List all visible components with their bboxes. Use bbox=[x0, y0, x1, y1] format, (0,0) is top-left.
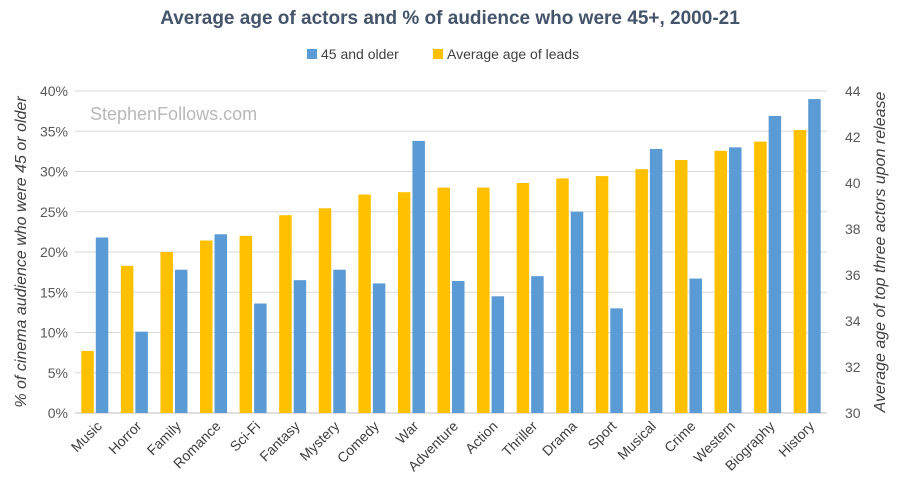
bar-45-and-older-crime bbox=[689, 278, 702, 413]
category-label-horror: Horror bbox=[105, 418, 145, 458]
category-label-drama: Drama bbox=[539, 418, 580, 459]
left-axis-tick-label: 15% bbox=[40, 284, 68, 300]
left-axis-tick-label: 30% bbox=[40, 164, 68, 180]
right-axis-tick-label: 34 bbox=[845, 313, 861, 329]
bar-average-age-drama bbox=[556, 178, 569, 413]
category-label-war: War bbox=[392, 418, 421, 447]
left-axis-tick-label: 25% bbox=[40, 204, 68, 220]
legend-swatch-average-age-of-leads bbox=[433, 49, 443, 59]
bar-45-and-older-mystery bbox=[333, 269, 346, 413]
bar-average-age-thriller bbox=[516, 183, 530, 413]
right-axis-ticks: 30 32 34 36 38 40 42 44 bbox=[845, 83, 861, 421]
legend-label-45-and-older: 45 and older bbox=[321, 46, 399, 62]
left-axis-tick-label: 35% bbox=[40, 123, 68, 139]
bar-45-and-older-sport bbox=[610, 308, 623, 413]
bar-45-and-older-romance bbox=[214, 234, 228, 413]
bar-average-age-western bbox=[714, 150, 728, 414]
category-label-comedy: Comedy bbox=[334, 418, 382, 466]
bar-average-age-adventure bbox=[437, 187, 450, 413]
bar-45-and-older-musical bbox=[649, 148, 663, 413]
bar-average-age-mystery bbox=[318, 208, 332, 413]
left-axis-tick-label: 40% bbox=[40, 83, 68, 99]
bar-average-age-family bbox=[160, 252, 173, 413]
category-label-sci-fi: Sci-Fi bbox=[227, 418, 264, 455]
right-axis-title: Average age of top three actors upon rel… bbox=[872, 91, 889, 413]
gridlines bbox=[75, 90, 827, 414]
category-label-fantasy: Fantasy bbox=[256, 418, 303, 465]
bar-45-and-older-western bbox=[729, 147, 742, 413]
left-axis-ticks: 0% 5% 10% 15% 20% 25% 30% 35% 40% bbox=[40, 83, 68, 421]
bar-average-age-fantasy bbox=[279, 215, 292, 413]
bar-average-age-war bbox=[397, 192, 411, 413]
bar-45-and-older-war bbox=[412, 140, 425, 413]
watermark: StephenFollows.com bbox=[90, 104, 257, 124]
legend-swatch-45-and-older bbox=[307, 49, 317, 59]
chart-title: Average age of actors and % of audience … bbox=[160, 8, 740, 29]
bar-average-age-biography bbox=[754, 141, 767, 413]
bar-45-and-older-music bbox=[95, 237, 109, 413]
bar-45-and-older-drama bbox=[570, 211, 584, 413]
category-label-history: History bbox=[775, 418, 817, 460]
bar-average-age-history bbox=[793, 130, 807, 413]
bar-average-age-action bbox=[477, 187, 490, 413]
left-axis-tick-label: 10% bbox=[40, 325, 68, 341]
bar-45-and-older-sci-fi bbox=[254, 303, 267, 413]
left-axis-tick-label: 5% bbox=[48, 365, 68, 381]
bar-average-age-crime bbox=[674, 160, 688, 413]
bar-45-and-older-action bbox=[491, 296, 505, 413]
right-axis-tick-label: 42 bbox=[845, 129, 861, 145]
category-label-thriller: Thriller bbox=[499, 418, 541, 460]
category-label-action: Action bbox=[462, 418, 501, 457]
bar-45-and-older-family bbox=[174, 269, 188, 413]
right-axis-tick-label: 36 bbox=[845, 267, 861, 283]
category-label-sport: Sport bbox=[584, 418, 619, 453]
left-axis-tick-label: 0% bbox=[48, 405, 68, 421]
bar-45-and-older-comedy bbox=[372, 283, 386, 413]
bar-45-and-older-fantasy bbox=[293, 280, 307, 413]
right-axis-tick-label: 32 bbox=[845, 359, 861, 375]
bars bbox=[81, 99, 821, 414]
bar-average-age-sci-fi bbox=[239, 235, 253, 413]
bar-45-and-older-thriller bbox=[531, 276, 544, 413]
right-axis-tick-label: 38 bbox=[845, 221, 861, 237]
right-axis-tick-label: 40 bbox=[845, 175, 861, 191]
bar-45-and-older-history bbox=[808, 99, 821, 414]
left-axis-tick-label: 20% bbox=[40, 244, 68, 260]
bar-average-age-music bbox=[81, 350, 94, 413]
category-label-crime: Crime bbox=[661, 418, 699, 456]
legend: 45 and older Average age of leads bbox=[307, 46, 579, 62]
bar-average-age-romance bbox=[200, 240, 213, 413]
category-label-musical: Musical bbox=[614, 418, 659, 463]
left-axis-title: % of cinema audience who were 45 or olde… bbox=[13, 96, 30, 408]
bar-45-and-older-horror bbox=[135, 331, 148, 413]
bar-average-age-musical bbox=[635, 169, 648, 413]
bar-average-age-horror bbox=[120, 265, 134, 413]
category-label-music: Music bbox=[68, 418, 105, 455]
right-axis-tick-label: 30 bbox=[845, 405, 861, 421]
bar-average-age-comedy bbox=[358, 194, 371, 413]
bar-45-and-older-biography bbox=[768, 115, 782, 413]
right-axis-tick-label: 44 bbox=[845, 83, 861, 99]
legend-label-average-age-of-leads: Average age of leads bbox=[447, 46, 579, 62]
bar-45-and-older-adventure bbox=[452, 280, 465, 413]
bar-average-age-sport bbox=[595, 176, 609, 413]
